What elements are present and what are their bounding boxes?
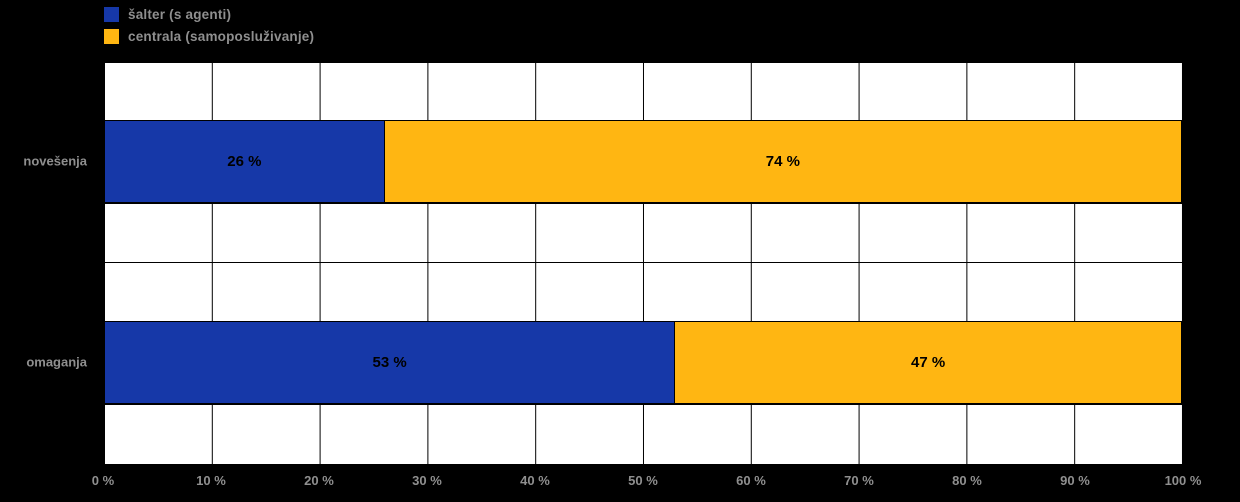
bar-value-label: 53 % xyxy=(372,354,407,371)
y-axis-labels: novešenja omaganja xyxy=(0,62,96,465)
x-tick-70: 70 % xyxy=(844,473,874,488)
gridline-horizontal xyxy=(104,262,1182,263)
legend-label-counter: šalter (s agenti) xyxy=(128,6,232,22)
bar-value-label: 47 % xyxy=(911,354,946,371)
bar-segment-orange-row-1: 47 % xyxy=(675,322,1181,403)
bar-segment-blue-row-0: 26 % xyxy=(105,121,385,202)
y-axis-label-row-1: omaganja xyxy=(26,354,87,370)
plot-area: 26 % 74 % 53 % 47 % xyxy=(103,62,1183,465)
x-tick-20: 20 % xyxy=(304,473,334,488)
x-tick-50: 50 % xyxy=(628,473,658,488)
bar-segment-blue-row-1: 53 % xyxy=(105,322,676,403)
legend-swatch-orange xyxy=(104,28,119,44)
legend-label-central: centrala (samoposluživanje) xyxy=(128,28,315,44)
legend-item-counter: šalter (s agenti) xyxy=(104,3,314,25)
legend: šalter (s agenti) centrala (samoposluživ… xyxy=(104,3,314,47)
bar-segment-orange-row-0: 74 % xyxy=(384,121,1181,202)
gridline-horizontal xyxy=(104,404,1182,405)
x-axis-tick-labels: 0 % 10 % 20 % 30 % 40 % 50 % 60 % 70 % 8… xyxy=(92,473,1202,493)
y-axis-label-row-0: novešenja xyxy=(23,153,87,169)
x-tick-90: 90 % xyxy=(1060,473,1090,488)
x-tick-80: 80 % xyxy=(952,473,982,488)
bar-row-1: 53 % 47 % xyxy=(104,321,1182,404)
bar-row-0: 26 % 74 % xyxy=(104,120,1182,203)
x-tick-30: 30 % xyxy=(412,473,442,488)
gridline-horizontal xyxy=(104,203,1182,204)
x-tick-0: 0 % xyxy=(91,473,115,488)
x-tick-100: 100 % xyxy=(1164,473,1202,488)
bar-value-label: 26 % xyxy=(227,153,262,170)
x-tick-60: 60 % xyxy=(736,473,766,488)
x-tick-40: 40 % xyxy=(520,473,550,488)
bar-value-label: 74 % xyxy=(765,153,800,170)
x-tick-10: 10 % xyxy=(196,473,226,488)
legend-item-central: centrala (samoposluživanje) xyxy=(104,25,314,47)
legend-swatch-blue xyxy=(104,6,119,22)
